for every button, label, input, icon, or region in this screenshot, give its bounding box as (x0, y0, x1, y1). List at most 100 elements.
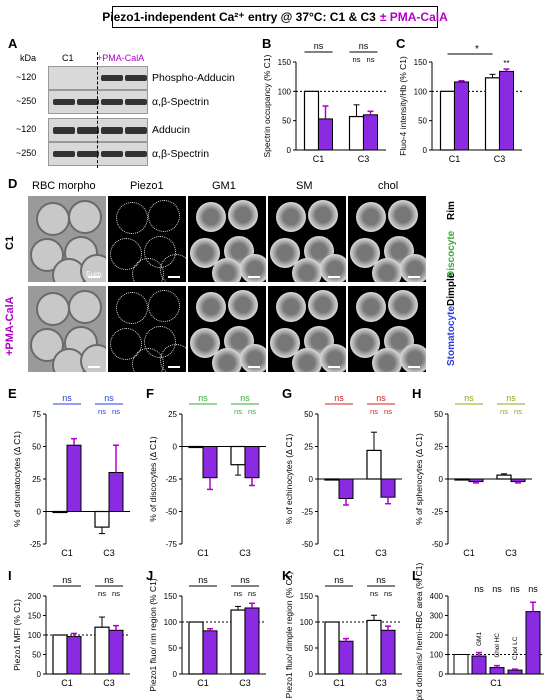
chart-e-ytick-label-1: 0 (37, 508, 42, 517)
chart-l-bar-3 (507, 669, 523, 675)
chart-h-ytick-label-4: 50 (434, 410, 443, 419)
blot-row-2-protein: α,β-Spectrin (152, 96, 210, 108)
chart-k-bar-purple-1 (380, 629, 396, 675)
chart-f-bar-purple-1 (244, 446, 260, 479)
chart-l-bar-label-4: SM (530, 592, 537, 602)
chart-k-bar-white-0 (324, 621, 340, 675)
micro-col-label-morpho: RBC morpho (32, 180, 96, 192)
chart-g-ytick-label-3: 25 (304, 443, 313, 452)
chart-e-ann-1: ns (104, 393, 114, 403)
chart-j-bar-purple-0 (202, 630, 218, 675)
chart-e-bar-purple-1 (108, 472, 124, 512)
chart-h-ylabel: % of spherocytes (Δ C1) (414, 433, 424, 525)
chart-i-bar-purple-0 (66, 636, 82, 675)
chart-l-bar-0 (453, 654, 469, 675)
chart-j-ann-3: ns (248, 589, 256, 598)
chart-l-bar-4 (525, 611, 541, 675)
chart-l-ytick-label-0: 0 (439, 670, 444, 679)
chart-h-ann-3: ns (514, 407, 522, 416)
chart-e-bar-purple-0 (66, 444, 82, 513)
chart-k-xlabel-1: C3 (375, 678, 387, 688)
chart-b-ann-0: ns (314, 41, 324, 51)
chart-i-xlabel-0: C1 (61, 678, 73, 688)
chart-c-bar-purple-1 (499, 70, 514, 151)
panel-letter-f: F (146, 386, 154, 401)
blot-row-3-protein: Adducin (152, 124, 190, 136)
chart-l-xlabel-0: C1 (490, 678, 502, 688)
chart-b-ytick-label-0: 0 (287, 146, 292, 155)
lane-pma-label: +PMA-CalA (97, 53, 145, 63)
chart-f-bar-purple-0 (202, 446, 218, 479)
micro-image-r1-c5 (348, 196, 426, 282)
chart-b-bar-purple-0 (318, 118, 333, 151)
chart-h-ann-2: ns (500, 407, 508, 416)
chart-i-ann-0: ns (62, 575, 72, 585)
chart-e-ylabel: % of stomatocytes (Δ C1) (12, 431, 22, 527)
micro-row-label-pma: +PMA-CalA (4, 296, 16, 356)
panel-letter-e: E (8, 386, 17, 401)
chart-b-ann-3: ns (367, 55, 375, 64)
chart-k-ann-1: ns (376, 575, 386, 585)
chart-g-xlabel-1: C3 (375, 548, 387, 558)
figure-title-main: Piezo1-independent Ca²⁺ entry @ 37°C: C1… (102, 10, 376, 24)
scale-bar-label: 5μm (86, 270, 102, 279)
chart-i-ytick-label-2: 100 (28, 631, 42, 640)
chart-g-ann-2: ns (370, 407, 378, 416)
chart-j-ylabel: Piezo1 fluo/ rim region (% C1) (148, 578, 158, 692)
chart-j-bar-white-1 (230, 609, 246, 675)
side-stomatocyte: Stomatocyte (446, 305, 457, 366)
micro-image-r2-c4 (268, 286, 346, 372)
chart-l-ytick-label-4: 400 (430, 592, 444, 601)
chart-f-ann-3: ns (248, 407, 256, 416)
chart-e-ytick-label-2: 25 (32, 475, 41, 484)
chart-c-ytick-label-0: 0 (423, 146, 428, 155)
figure-title: Piezo1-independent Ca²⁺ entry @ 37°C: C1… (102, 6, 448, 28)
chart-i-ytick-label-4: 200 (28, 592, 42, 601)
chart-c-ytick-label-3: 150 (414, 58, 428, 67)
chart-b-ytick-label-1: 50 (282, 117, 291, 126)
blot-row-4-kda: ~250 (16, 148, 37, 158)
panel-letter-a: A (8, 36, 18, 51)
chart-b-xlabel-1: C3 (358, 154, 370, 164)
chart-f-ytick-label-4: 25 (168, 410, 177, 419)
chart-f-ann-1: ns (240, 393, 250, 403)
chart-h-xlabel-0: C1 (463, 548, 475, 558)
chart-c-bar-purple-0 (454, 81, 469, 151)
panel-letter-j: J (146, 568, 154, 583)
chart-f-xlabel-0: C1 (197, 548, 209, 558)
blot-row-3 (48, 118, 148, 142)
blot-row-2 (48, 90, 148, 114)
chart-i-ytick-label-3: 150 (28, 612, 42, 621)
chart-l-ytick-label-3: 300 (430, 612, 444, 621)
chart-b-bar-white-1 (348, 115, 365, 151)
chart-k-ytick-label-2: 100 (300, 618, 314, 627)
lane-c1-label: C1 (62, 53, 74, 63)
chart-b-ann-1: ns (359, 41, 369, 51)
chart-c-ann-1: ** (503, 59, 509, 68)
chart-f-ytick-label-3: 0 (173, 443, 178, 452)
micro-image-r2-c5 (348, 286, 426, 372)
chart-k-ann-3: ns (384, 589, 392, 598)
chart-l-bar-label-3: Chol LC (512, 636, 519, 660)
chart-i-bar-purple-1 (108, 629, 124, 675)
chart-e-ytick-label-0: -25 (29, 540, 41, 549)
chart-l-bar-1 (471, 655, 487, 675)
blot-row-1-protein: Phospho-Adducin (152, 72, 235, 84)
chart-i-ann-3: ns (112, 589, 120, 598)
side-discocyte: Discocyte (446, 230, 457, 278)
blot-row-3-kda: ~120 (16, 124, 37, 134)
panel-letter-i: I (8, 568, 12, 583)
chart-g-ytick-label-4: 50 (304, 410, 313, 419)
chart-g-ann-1: ns (376, 393, 386, 403)
blot-lane-divider (97, 52, 98, 168)
chart-g-bar-white-1 (366, 449, 382, 480)
blot-row-2-kda: ~250 (16, 96, 37, 106)
chart-j-xlabel-1: C3 (239, 678, 251, 688)
micro-col-label-sm: SM (296, 180, 313, 192)
chart-c-bar-white-0 (439, 90, 456, 151)
chart-h-ytick-label-3: 25 (434, 443, 443, 452)
chart-i-ann-2: ns (98, 589, 106, 598)
chart-l-bar-2 (489, 667, 505, 675)
side-dimple: Dimple (446, 272, 457, 306)
